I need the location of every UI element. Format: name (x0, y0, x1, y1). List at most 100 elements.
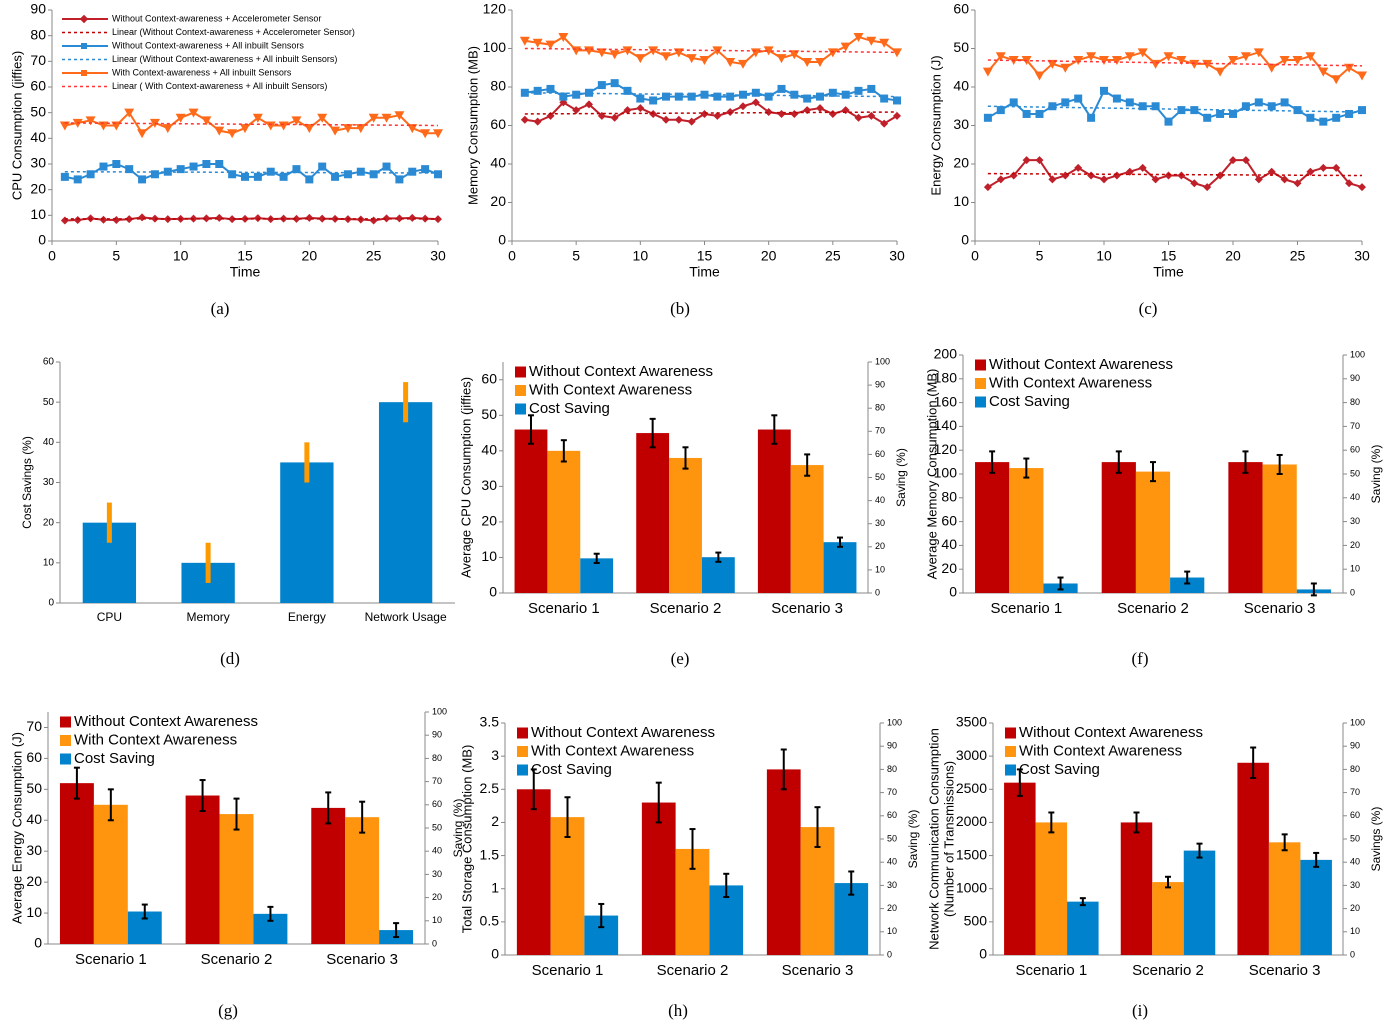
marker (112, 160, 121, 168)
y-tick-label: 160 (934, 393, 958, 409)
y-tick-label: 80 (30, 26, 46, 42)
marker (1034, 71, 1045, 81)
y-tick-label: 0 (949, 584, 957, 600)
y2-tick-label: 10 (1350, 564, 1360, 574)
bar (378, 402, 433, 603)
y-tick-label: 120 (934, 441, 958, 457)
y2-tick-label: 60 (1350, 445, 1360, 455)
y-tick-label: 50 (26, 780, 42, 796)
y2-tick-label: 80 (887, 764, 897, 774)
bar (757, 429, 791, 593)
marker (85, 116, 96, 126)
marker (201, 116, 212, 126)
y-tick-label: 60 (43, 357, 55, 368)
y-tick-label: 140 (934, 417, 958, 433)
error-bar (1250, 746, 1257, 780)
error-bar (1115, 450, 1122, 474)
x-tick-label: 0 (508, 248, 516, 264)
caption: (c) (1139, 299, 1158, 318)
marker (1087, 171, 1096, 180)
marker (1319, 163, 1328, 172)
y-tick-label: 2000 (956, 813, 987, 829)
legend-marker (81, 70, 87, 76)
marker (545, 40, 556, 50)
bar (1268, 842, 1301, 955)
caption: (e) (671, 649, 690, 668)
x-tick-label: 25 (1290, 248, 1306, 264)
bar (701, 557, 735, 593)
marker (1112, 94, 1121, 103)
legend-label: Cost Saving (529, 400, 610, 417)
y2-tick-label: 80 (1350, 397, 1360, 407)
marker (983, 183, 992, 192)
y2-tick-label: 20 (1350, 903, 1360, 913)
y-axis-label: Average CPU Consumption (jiffies) (458, 377, 473, 578)
marker (559, 92, 568, 101)
marker (649, 96, 658, 105)
legend-marker (79, 14, 89, 24)
error-bar (804, 453, 811, 477)
marker (1022, 109, 1031, 118)
y-tick-label: 50 (481, 406, 497, 422)
marker (815, 57, 825, 67)
marker (1164, 171, 1173, 180)
y-tick-label: 2.5 (480, 780, 500, 796)
marker (1357, 71, 1367, 81)
error-bar (780, 748, 787, 791)
y-axis-label: Total Storage Consumption (MB) (459, 745, 474, 934)
marker (1138, 163, 1147, 172)
marker (331, 172, 340, 181)
y2-axis-label: Saving (%) (451, 799, 465, 858)
legend-label: Cost Saving (531, 761, 612, 778)
marker (841, 90, 850, 99)
marker (1331, 75, 1342, 85)
marker (188, 108, 199, 118)
marker (585, 88, 593, 97)
marker (1137, 48, 1148, 58)
marker (840, 42, 851, 52)
marker (558, 32, 569, 42)
y-tick-label: 0 (48, 598, 54, 609)
error-bar (325, 791, 332, 825)
legend-swatch (1005, 746, 1016, 757)
y-tick-label: 3500 (956, 714, 987, 730)
trend-line (987, 105, 1363, 113)
x-tick-label: 20 (761, 248, 777, 264)
marker (546, 84, 555, 93)
marker (138, 213, 147, 222)
y2-tick-label: 50 (1350, 468, 1360, 478)
bar (1152, 882, 1184, 955)
y2-tick-label: 90 (1350, 373, 1360, 383)
marker (700, 90, 709, 99)
marker (1344, 63, 1355, 73)
y2-tick-label: 90 (432, 730, 442, 740)
error-bar (530, 768, 537, 811)
y2-tick-label: 90 (887, 741, 897, 751)
marker (879, 38, 890, 48)
marker (892, 48, 902, 58)
marker (1035, 156, 1044, 165)
y2-tick-label: 40 (1350, 857, 1360, 867)
x-tick-label: Energy (288, 610, 326, 624)
y2-tick-label: 90 (1350, 741, 1360, 751)
error-bar (564, 796, 571, 839)
marker (1319, 117, 1328, 126)
y2-tick-label: 10 (1350, 926, 1360, 936)
marker (519, 36, 530, 46)
marker (395, 214, 404, 223)
error-bar (393, 922, 400, 939)
marker (382, 162, 391, 171)
marker (1345, 179, 1354, 188)
marker (636, 94, 645, 103)
y2-tick-label: 30 (1350, 880, 1360, 890)
marker (867, 84, 876, 93)
y2-tick-label: 50 (887, 833, 897, 843)
marker (1203, 113, 1212, 122)
y2-tick-label: 60 (887, 810, 897, 820)
marker (597, 81, 606, 90)
y-axis-label: Average Energy Consumption (J) (9, 732, 24, 924)
marker (99, 162, 108, 171)
y-tick-label: 1000 (956, 879, 987, 895)
marker (1254, 175, 1263, 184)
bar (800, 827, 835, 955)
